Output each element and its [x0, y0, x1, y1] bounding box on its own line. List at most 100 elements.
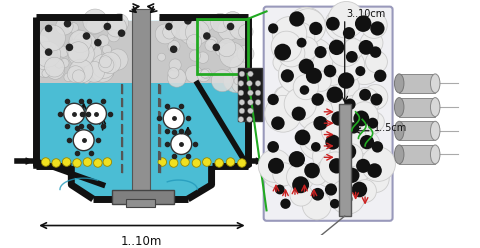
Circle shape [314, 46, 326, 58]
Bar [399, 145, 435, 164]
Circle shape [329, 35, 361, 67]
Circle shape [81, 72, 92, 83]
Circle shape [370, 46, 381, 58]
Circle shape [288, 151, 305, 167]
Circle shape [295, 37, 318, 60]
Circle shape [98, 57, 114, 73]
Circle shape [351, 182, 367, 197]
Circle shape [213, 44, 220, 51]
Circle shape [187, 35, 202, 50]
Circle shape [302, 191, 331, 220]
Circle shape [94, 39, 102, 46]
Circle shape [64, 103, 84, 124]
Circle shape [289, 11, 304, 27]
Circle shape [231, 71, 254, 94]
Circle shape [84, 62, 105, 82]
Circle shape [367, 163, 382, 178]
Circle shape [317, 56, 351, 91]
Circle shape [371, 93, 383, 106]
Circle shape [46, 61, 64, 79]
Circle shape [312, 93, 324, 106]
Circle shape [171, 15, 195, 40]
Circle shape [258, 149, 291, 183]
Circle shape [170, 45, 178, 53]
Circle shape [313, 116, 328, 130]
Text: 1..10m: 1..10m [121, 235, 162, 248]
Circle shape [238, 117, 244, 122]
Circle shape [83, 43, 102, 62]
Circle shape [239, 108, 245, 114]
Circle shape [311, 71, 331, 91]
Circle shape [181, 158, 189, 166]
Circle shape [40, 47, 51, 58]
Circle shape [304, 163, 320, 178]
Circle shape [363, 85, 388, 110]
Circle shape [248, 71, 253, 77]
Text: 1..5cm: 1..5cm [373, 123, 407, 133]
Circle shape [335, 123, 367, 155]
Circle shape [237, 45, 254, 62]
Circle shape [205, 39, 217, 51]
Circle shape [268, 23, 278, 33]
Circle shape [330, 179, 365, 214]
Circle shape [108, 30, 120, 42]
Circle shape [299, 59, 314, 74]
Circle shape [374, 70, 386, 82]
Circle shape [72, 70, 85, 83]
Circle shape [73, 32, 96, 55]
Circle shape [171, 134, 192, 155]
Circle shape [328, 1, 364, 38]
Circle shape [288, 7, 325, 45]
Circle shape [69, 59, 93, 83]
Circle shape [361, 12, 387, 38]
Circle shape [319, 152, 352, 185]
Circle shape [97, 35, 109, 47]
Circle shape [312, 139, 347, 174]
Circle shape [255, 99, 261, 105]
Circle shape [333, 49, 365, 81]
Circle shape [263, 158, 292, 188]
Circle shape [230, 55, 250, 76]
Circle shape [325, 135, 340, 150]
Circle shape [255, 81, 261, 86]
Circle shape [315, 159, 343, 187]
Circle shape [356, 159, 370, 173]
Circle shape [271, 31, 302, 62]
Circle shape [326, 17, 340, 31]
Circle shape [292, 176, 309, 193]
Circle shape [165, 23, 173, 30]
Circle shape [325, 184, 337, 196]
Circle shape [238, 90, 244, 96]
Circle shape [45, 25, 52, 32]
Circle shape [68, 23, 78, 33]
Circle shape [45, 48, 52, 56]
Circle shape [350, 102, 378, 129]
Circle shape [367, 118, 378, 129]
Circle shape [360, 135, 374, 149]
Circle shape [338, 72, 354, 89]
Circle shape [360, 31, 383, 54]
Circle shape [309, 22, 323, 35]
Circle shape [330, 143, 350, 163]
Circle shape [203, 32, 211, 40]
Circle shape [107, 64, 116, 72]
Circle shape [91, 59, 114, 82]
Circle shape [104, 23, 111, 30]
Circle shape [275, 185, 285, 194]
Circle shape [297, 38, 333, 75]
Circle shape [83, 32, 90, 40]
Circle shape [277, 40, 305, 67]
Circle shape [348, 122, 360, 134]
Circle shape [42, 69, 50, 77]
Circle shape [68, 41, 94, 67]
Circle shape [274, 86, 295, 107]
Circle shape [247, 81, 252, 86]
Circle shape [276, 44, 304, 72]
Circle shape [37, 57, 50, 70]
Circle shape [67, 66, 84, 83]
Text: 3..10cm: 3..10cm [347, 9, 386, 20]
Circle shape [34, 35, 49, 51]
Circle shape [297, 38, 307, 48]
Circle shape [58, 46, 69, 57]
Ellipse shape [395, 74, 404, 93]
